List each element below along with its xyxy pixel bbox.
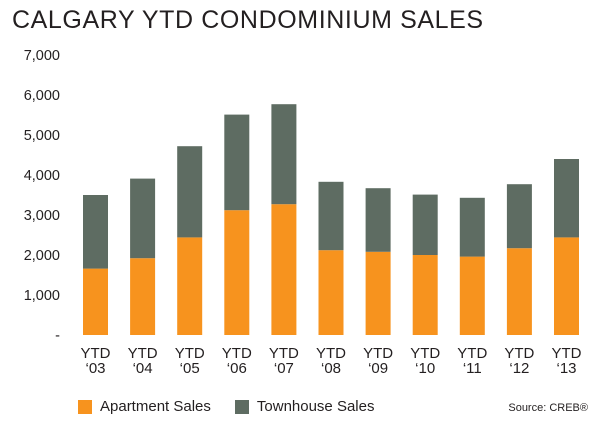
x-tick-label: ‘07 — [274, 360, 294, 377]
legend-label-townhouse: Townhouse Sales — [256, 398, 375, 415]
x-tick-label: YTD — [457, 345, 487, 362]
bar-apartment — [459, 256, 485, 335]
legend-item-townhouse: Townhouse Sales — [234, 398, 375, 415]
legend-swatch-townhouse — [234, 399, 249, 414]
x-tick-label: YTD — [175, 345, 205, 362]
x-tick-label: ‘05 — [180, 360, 200, 377]
source-note: Source: CREB® — [508, 402, 588, 414]
chart-title: CALGARY YTD CONDOMINIUM SALES — [12, 6, 484, 34]
y-tick-label: 3,000 — [24, 208, 60, 224]
x-tick-label: YTD — [410, 345, 440, 362]
bar-apartment — [271, 204, 297, 335]
x-tick-label: YTD — [81, 345, 111, 362]
bar-townhouse — [506, 184, 532, 249]
bar-townhouse — [554, 159, 579, 238]
bar-apartment — [554, 237, 579, 335]
bar-townhouse — [412, 194, 438, 255]
bar-apartment — [318, 250, 344, 335]
bar-townhouse — [271, 104, 297, 205]
x-tick-label: YTD — [504, 345, 534, 362]
bar-townhouse — [365, 188, 391, 252]
bar-townhouse — [459, 197, 485, 257]
x-tick-label: YTD — [269, 345, 299, 362]
legend-label-apartment: Apartment Sales — [100, 398, 211, 415]
y-tick-label: 2,000 — [24, 248, 60, 264]
bar-apartment — [412, 255, 438, 335]
y-tick-label: 5,000 — [24, 128, 60, 144]
bar-apartment — [224, 210, 250, 335]
legend-item-apartment: Apartment Sales — [78, 398, 211, 415]
y-tick-label: 4,000 — [24, 168, 60, 184]
x-tick-label: ‘12 — [509, 360, 529, 377]
x-tick-label: YTD — [222, 345, 252, 362]
x-tick-label: YTD — [552, 345, 582, 362]
x-tick-label: ‘13 — [556, 360, 576, 377]
bar-apartment — [365, 251, 391, 335]
x-tick-label: ‘08 — [321, 360, 341, 377]
x-tick-label: ‘04 — [133, 360, 153, 377]
legend-swatch-apartment — [78, 399, 92, 414]
x-tick-label: YTD — [128, 345, 158, 362]
bar-apartment — [177, 237, 203, 335]
bar-apartment — [130, 258, 156, 335]
bar-townhouse — [318, 181, 344, 251]
y-tick-label: 1,000 — [24, 288, 60, 304]
bar-apartment — [83, 268, 108, 335]
x-tick-label: ‘11 — [463, 360, 482, 377]
x-tick-label: YTD — [316, 345, 346, 362]
bar-apartment — [506, 248, 532, 335]
bar-townhouse — [224, 114, 250, 211]
legend: Apartment Sales Townhouse Sales — [78, 398, 398, 415]
x-tick-label: ‘09 — [368, 360, 388, 377]
x-tick-label: ‘03 — [85, 360, 105, 377]
bar-townhouse — [83, 195, 108, 269]
y-tick-label: - — [55, 328, 60, 344]
y-tick-label: 6,000 — [24, 88, 60, 104]
x-tick-label: ‘10 — [415, 360, 435, 377]
x-tick-label: ‘06 — [227, 360, 247, 377]
bar-townhouse — [130, 178, 156, 259]
x-tick-label: YTD — [363, 345, 393, 362]
y-tick-label: 7,000 — [24, 48, 60, 64]
bar-townhouse — [177, 146, 203, 238]
